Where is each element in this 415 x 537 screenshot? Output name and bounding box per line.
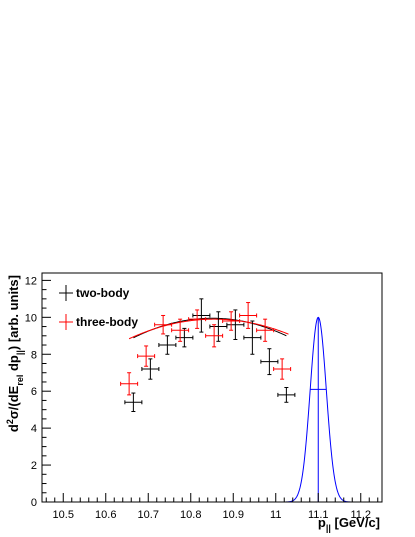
data-point-two-body xyxy=(175,327,194,348)
fit-curve-three-body xyxy=(128,318,289,340)
data-point-three-body xyxy=(154,314,173,335)
x-tick-label: 10.7 xyxy=(138,509,159,521)
data-point-three-body xyxy=(256,318,275,342)
x-tick-label: 11.1 xyxy=(308,509,329,521)
y-tick-label: 6 xyxy=(31,386,37,398)
data-point-two-body xyxy=(209,311,228,342)
data-point-three-body xyxy=(273,358,292,380)
data-point-two-body xyxy=(277,387,296,403)
x-tick-label: 10.5 xyxy=(53,509,74,521)
y-title-g: ) [arb. units] xyxy=(6,275,21,350)
data-point-two-body xyxy=(158,335,177,355)
x-axis-title: p|| [GeV/c] xyxy=(318,515,380,533)
data-point-two-body xyxy=(192,298,211,333)
x-tick-label: 10.6 xyxy=(95,509,116,521)
y-tick-label: 12 xyxy=(25,275,37,287)
y-tick-label: 0 xyxy=(31,497,37,509)
x-axis-title-main: p xyxy=(318,515,326,530)
data-point-three-body xyxy=(188,309,207,329)
y-title-e: dp xyxy=(6,355,21,375)
data-point-three-body xyxy=(205,324,224,348)
data-point-two-body xyxy=(260,348,279,376)
data-point-two-body xyxy=(141,358,160,380)
data-points xyxy=(120,298,296,413)
y-title-d: rel xyxy=(15,375,25,386)
data-point-three-body xyxy=(239,302,258,329)
legend: two-body three-body xyxy=(59,285,138,330)
y-tick-label: 10 xyxy=(25,312,37,324)
data-point-three-body xyxy=(120,372,139,396)
x-axis-title-unit: [GeV/c] xyxy=(331,515,380,530)
plot-frame xyxy=(41,272,383,503)
y-tick-label: 2 xyxy=(31,460,37,472)
x-axis-title-sub: || xyxy=(326,523,331,533)
y-title-a: d xyxy=(6,424,21,432)
axes: 10.5 10.6 10.7 10.8 10.9 11 11.1 11.2 0 2 4 6 8 10 12 xyxy=(25,272,383,521)
legend-entry-three-body: three-body xyxy=(59,314,138,330)
data-point-three-body xyxy=(171,318,190,342)
data-point-two-body xyxy=(243,320,262,355)
data-point-three-body xyxy=(222,311,241,331)
y-axis-title: d2σ/(dErel dp||) [arb. units] xyxy=(5,275,25,432)
legend-entry-two-body: two-body xyxy=(59,285,130,301)
x-tick-label: 10.9 xyxy=(223,509,244,521)
y-tick-label: 4 xyxy=(31,423,37,435)
x-tick-label: 11 xyxy=(270,509,281,521)
legend-label-three-body: three-body xyxy=(76,315,138,329)
x-tick-label: 10.8 xyxy=(180,509,201,521)
x-tick-label: 11.2 xyxy=(350,509,371,521)
y-title-c: σ/(dE xyxy=(6,385,21,419)
data-point-three-body xyxy=(137,345,156,367)
y-title-b: 2 xyxy=(5,419,15,424)
legend-label-two-body: two-body xyxy=(76,286,130,300)
y-tick-label: 8 xyxy=(31,349,37,361)
data-point-two-body xyxy=(226,309,245,340)
y-title-f: || xyxy=(15,350,25,355)
data-point-two-body xyxy=(124,392,143,413)
